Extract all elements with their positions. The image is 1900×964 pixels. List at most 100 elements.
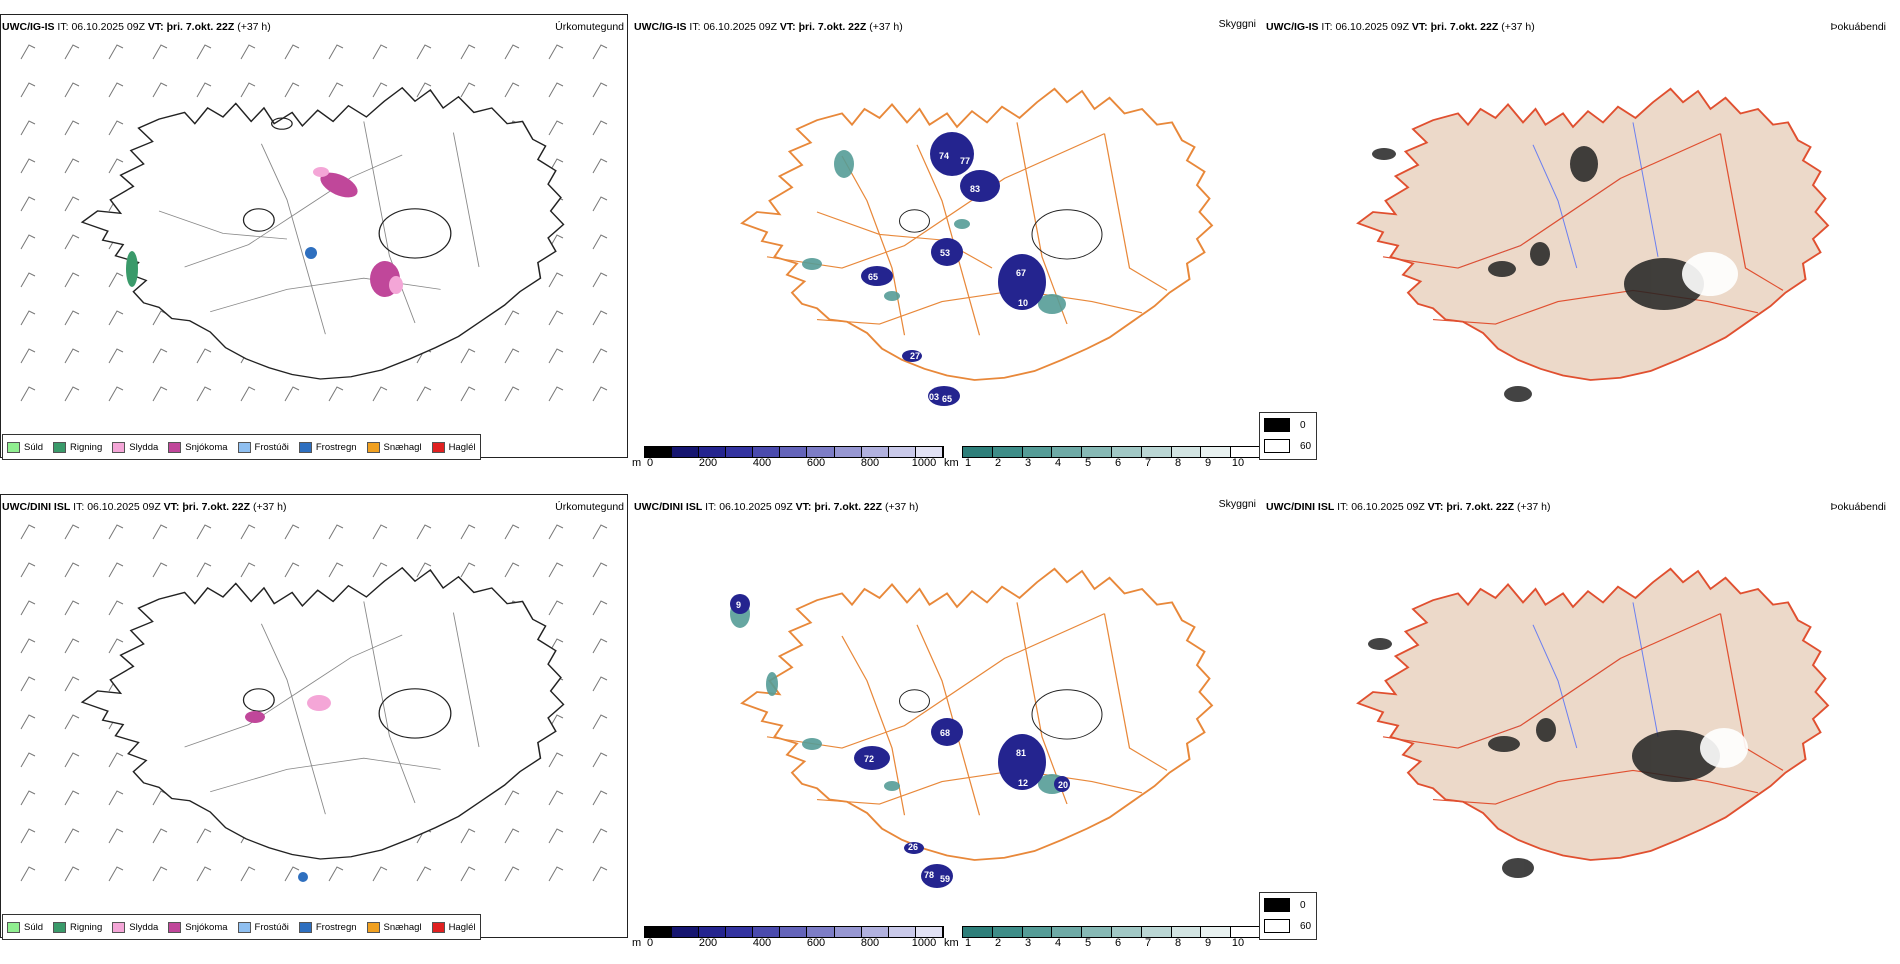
wind-barb	[460, 386, 476, 402]
visibility-tick: 5	[1084, 937, 1092, 949]
precip-slydda-center	[307, 695, 331, 711]
fog-legend-swatch	[1264, 439, 1290, 453]
cloudbase-patches	[730, 594, 1070, 888]
wind-barb	[108, 562, 124, 578]
legend-item: Rigning	[53, 921, 102, 933]
model-name: UWC/DINI ISL	[2, 501, 71, 513]
cloudbase-label: 12	[1018, 778, 1028, 788]
wind-barb	[240, 866, 256, 882]
legend-item: Frostregn	[298, 441, 357, 453]
wind-barb	[152, 866, 168, 882]
wind-barb	[240, 82, 256, 98]
model-name: UWC/IG-IS	[1266, 21, 1319, 33]
legend-item: Frostúði	[237, 441, 289, 453]
legend-label: Haglél	[448, 921, 476, 933]
wind-barb	[108, 828, 124, 844]
fog-legend-swatch	[1264, 418, 1290, 432]
wind-barb	[548, 82, 564, 98]
precip-map	[20, 44, 608, 402]
lead-time: (+37 h)	[869, 21, 903, 33]
colorbar-segment	[834, 447, 862, 457]
cloudbase-colorbar: m 0 200 400 600 800 1000	[632, 926, 944, 950]
cloud-title: Skyggni	[1218, 498, 1256, 510]
wind-barb	[592, 44, 608, 60]
fog-legend-item: 60	[1264, 439, 1311, 453]
wind-barb	[108, 272, 124, 288]
precip-legend: Súld Rigning Slydda Snjókoma Frostúði Fr…	[2, 914, 481, 940]
cloudbase-label: 72	[864, 754, 874, 764]
cloudbase-tick: 800	[860, 457, 880, 469]
wind-barb	[460, 44, 476, 60]
cloudbase-value-labels: 9 18 68 72 81 12 20 26 78 59	[736, 600, 1068, 884]
fog-legend-item: 60	[1264, 919, 1311, 933]
wind-barb	[416, 82, 432, 98]
wind-barb	[196, 524, 212, 540]
colorbar-segment	[1171, 447, 1202, 457]
colorbar-segment	[834, 927, 862, 937]
wind-barb	[20, 196, 36, 212]
wind-barb	[548, 752, 564, 768]
cloudbase-tick: 800	[860, 937, 880, 949]
visibility-colorbar-bar	[962, 446, 1262, 458]
wind-barb	[592, 752, 608, 768]
vt-label: VT:	[795, 501, 812, 513]
legend-swatch	[53, 441, 67, 453]
cloudbase-tick: 600	[806, 457, 826, 469]
precip-snjokoma-west	[245, 711, 265, 723]
cloudbase-label: 26	[908, 842, 918, 852]
fog-legend-label: 0	[1300, 419, 1306, 431]
wind-barb	[548, 310, 564, 326]
wind-barb	[548, 828, 564, 844]
fog-indicator-panel: UWC/DINI ISL IT: 06.10.2025 09Z VT: þri.…	[1259, 494, 1900, 950]
wind-barb	[64, 714, 80, 730]
precip-frostregn-south	[298, 872, 308, 882]
cloudbase-colorbar-bar	[644, 926, 944, 938]
colorbar-segment	[915, 447, 943, 457]
wind-barb	[64, 790, 80, 806]
wind-barb	[284, 524, 300, 540]
colorbar-segment	[888, 927, 916, 937]
cloudbase-label: 9	[736, 600, 741, 610]
wind-barb	[504, 790, 520, 806]
legend-label: Snæhagl	[383, 441, 422, 453]
wind-barb	[108, 348, 124, 364]
wind-barb	[20, 562, 36, 578]
legend-label: Snjókoma	[185, 921, 228, 933]
cloudbase-tick: 600	[806, 937, 826, 949]
wind-barb	[328, 562, 344, 578]
fog-map	[1357, 87, 1829, 402]
it-value: 06.10.2025 09Z	[1335, 21, 1409, 33]
wind-barb	[152, 44, 168, 60]
fog-legend: 0 60	[1259, 892, 1317, 940]
wind-barb	[548, 562, 564, 578]
fog-light-areas	[1700, 728, 1748, 768]
wind-barb	[592, 524, 608, 540]
legend-label: Slydda	[129, 441, 159, 453]
wind-barb	[64, 752, 80, 768]
cloudbase-tick: 200	[698, 937, 718, 949]
fog-legend-item: 0	[1264, 898, 1306, 912]
fog-legend-swatch	[1264, 898, 1290, 912]
wind-barb	[108, 866, 124, 882]
vt-value: þri. 7.okt. 22Z	[182, 501, 251, 513]
legend-label: Súld	[24, 441, 44, 453]
wind-barb	[548, 866, 564, 882]
cloudbase-label: 77	[960, 156, 970, 166]
wind-barb	[328, 44, 344, 60]
cloudbase-label: 65	[868, 272, 878, 282]
wind-barb	[108, 82, 124, 98]
colorbar-segment	[807, 447, 835, 457]
wind-barb	[592, 196, 608, 212]
wind-barb	[548, 600, 564, 616]
wind-barb	[196, 348, 212, 364]
cloudbase-tick: 0	[646, 457, 654, 469]
glacier-outlines	[899, 689, 1103, 740]
it-value: 06.10.2025 09Z	[703, 21, 777, 33]
cloudbase-label: 18	[780, 676, 790, 686]
panel-header: UWC/IG-IS IT: 06.10.2025 09Z VT: þri. 7.…	[634, 21, 903, 33]
wind-barb	[416, 562, 432, 578]
colorbar-segment	[645, 447, 673, 457]
wind-barb	[152, 828, 168, 844]
vt-value: þri. 7.okt. 22Z	[166, 21, 235, 33]
wind-barb	[20, 310, 36, 326]
